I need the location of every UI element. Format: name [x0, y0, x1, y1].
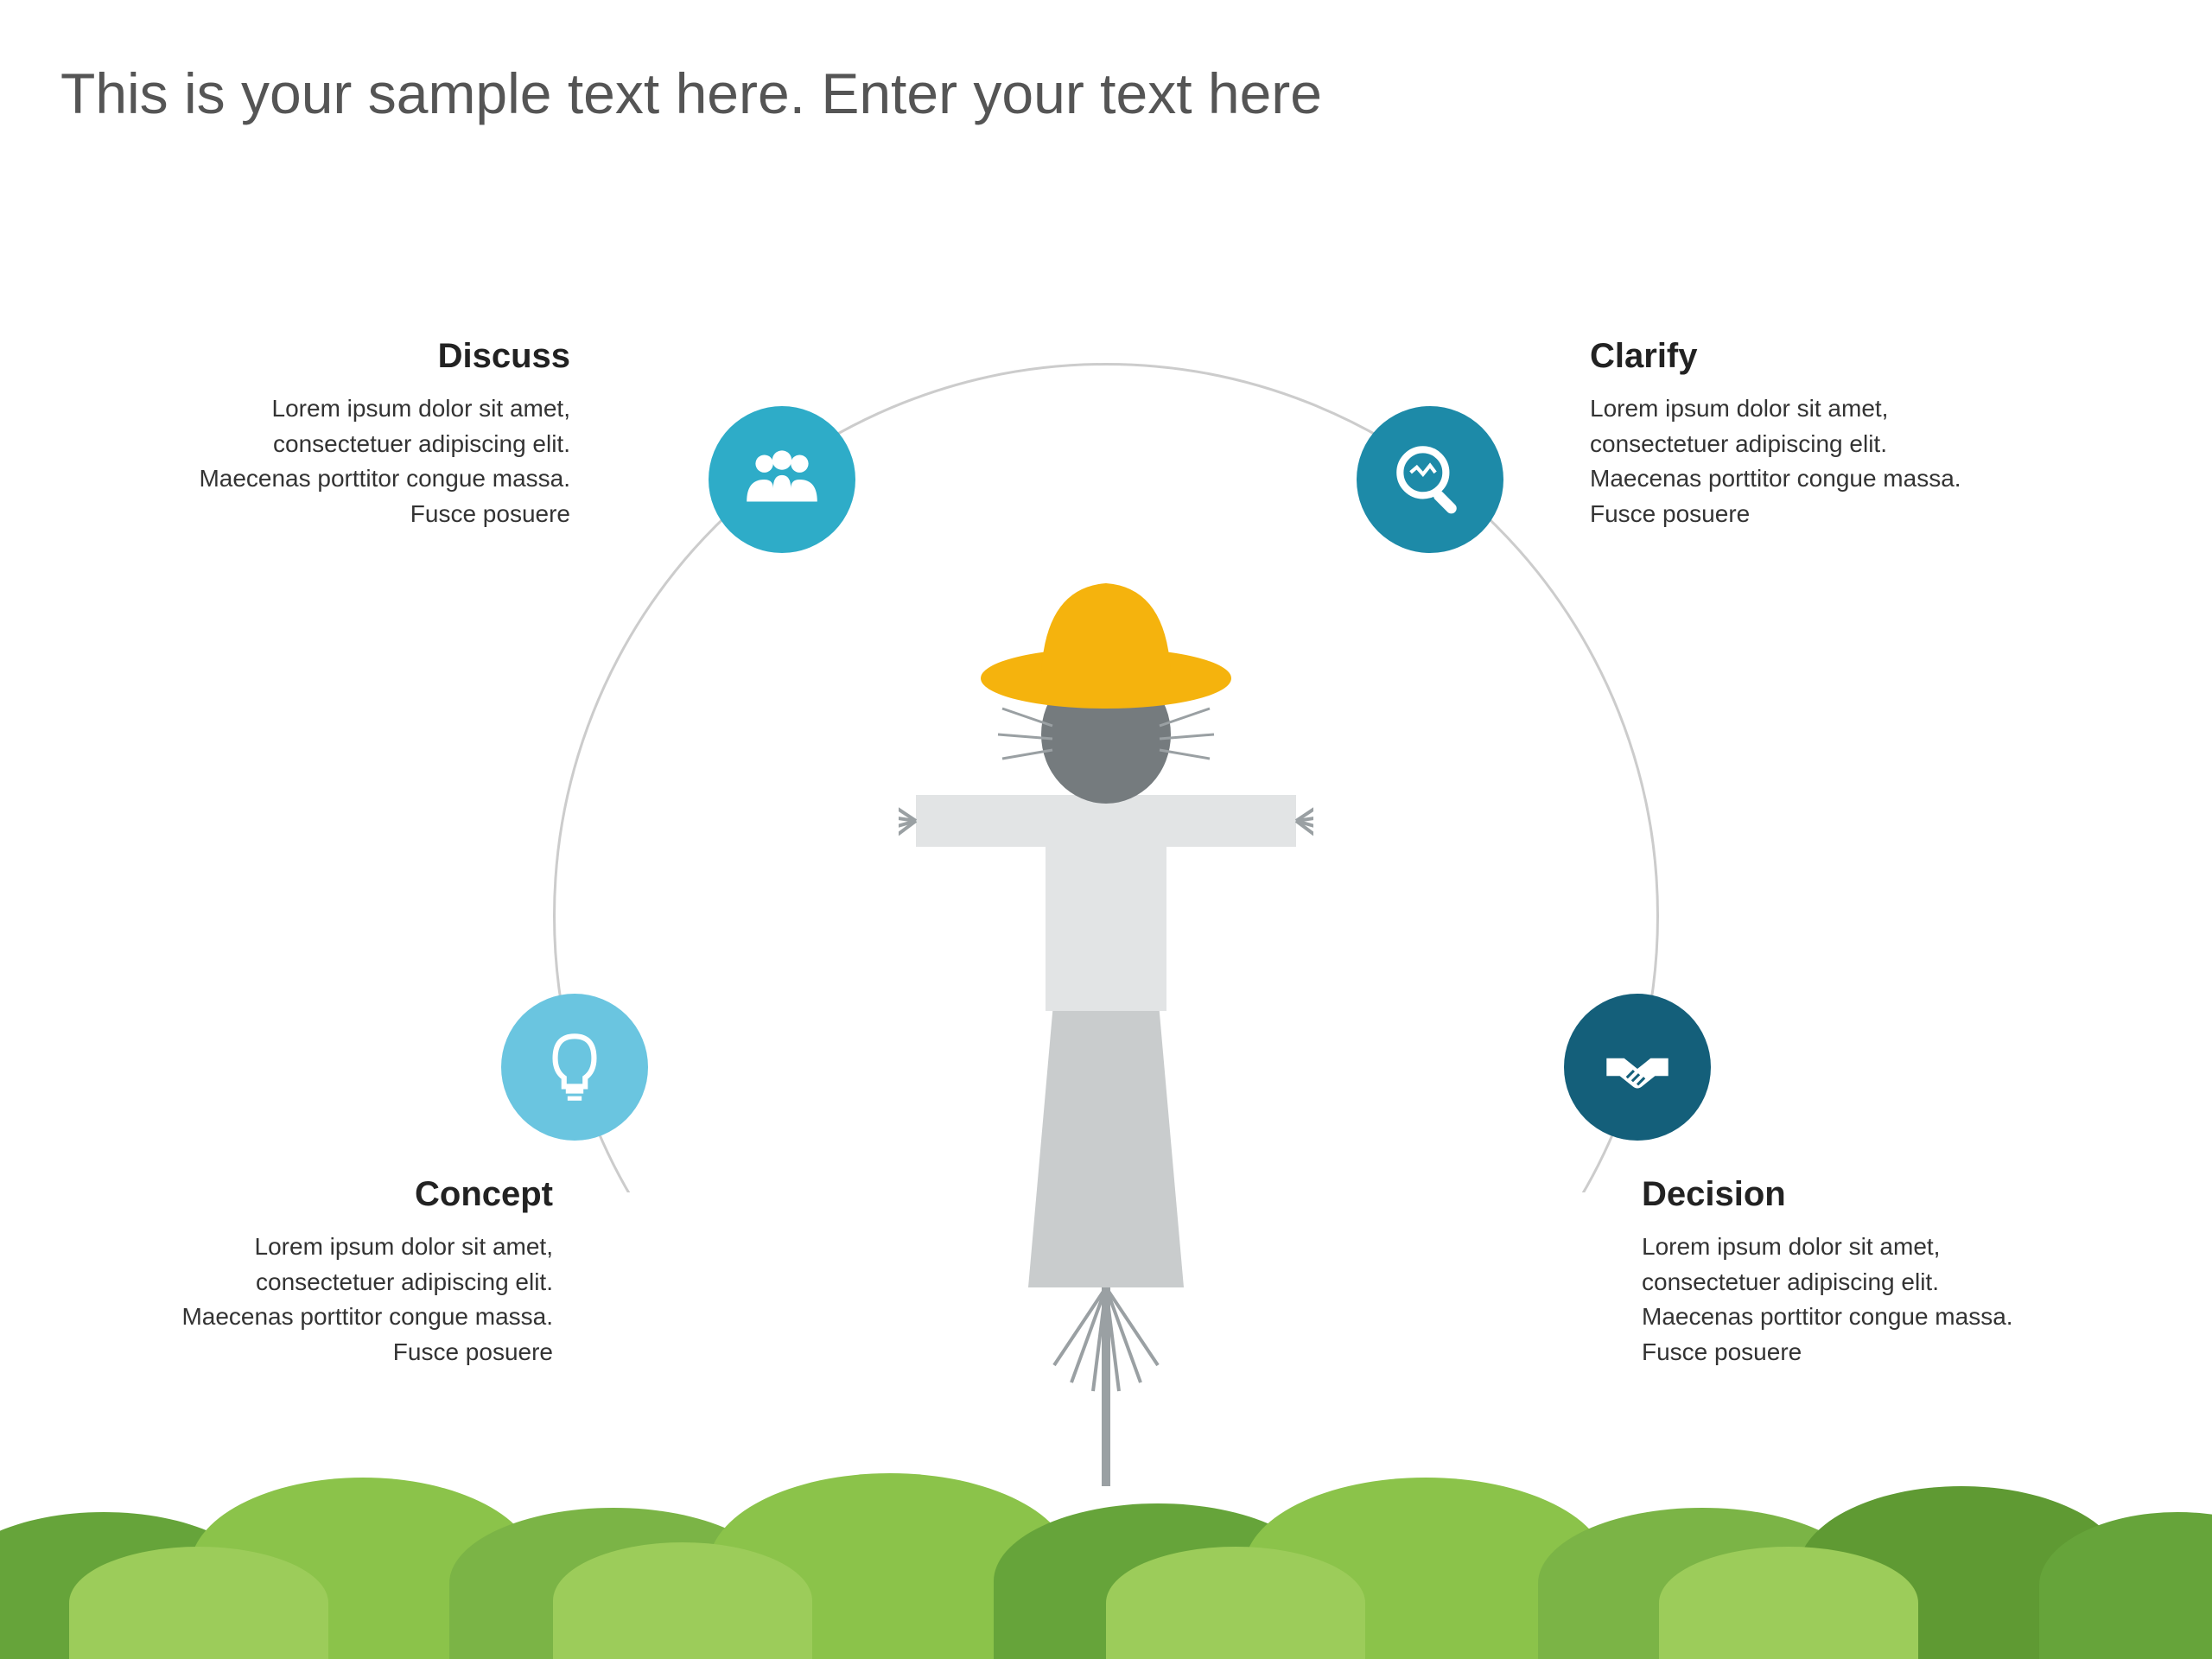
- slide-title: This is your sample text here. Enter you…: [60, 60, 1322, 126]
- scarecrow-figure: [899, 536, 1313, 1486]
- discuss-body: Lorem ipsum dolor sit amet, consectetuer…: [156, 391, 570, 531]
- magnifier-icon: [1386, 435, 1474, 524]
- concept-text: Concept Lorem ipsum dolor sit amet, cons…: [138, 1175, 553, 1370]
- lightbulb-icon: [531, 1023, 619, 1111]
- concept-icon-circle: [501, 994, 648, 1141]
- people-icon: [738, 435, 826, 524]
- clarify-icon-circle: [1357, 406, 1503, 553]
- clarify-body: Lorem ipsum dolor sit amet, consectetuer…: [1590, 391, 2005, 531]
- bushes-footer: [0, 1452, 2212, 1659]
- decision-body: Lorem ipsum dolor sit amet, consectetuer…: [1642, 1230, 2056, 1370]
- decision-icon-circle: [1564, 994, 1711, 1141]
- discuss-icon-circle: [709, 406, 855, 553]
- handshake-icon: [1593, 1023, 1681, 1111]
- concept-body: Lorem ipsum dolor sit amet, consectetuer…: [138, 1230, 553, 1370]
- discuss-text: Discuss Lorem ipsum dolor sit amet, cons…: [156, 337, 570, 531]
- clarify-text: Clarify Lorem ipsum dolor sit amet, cons…: [1590, 337, 2005, 531]
- clarify-heading: Clarify: [1590, 337, 2005, 376]
- decision-text: Decision Lorem ipsum dolor sit amet, con…: [1642, 1175, 2056, 1370]
- slide-root: { "title": "This is your sample text her…: [0, 0, 2212, 1659]
- discuss-heading: Discuss: [156, 337, 570, 376]
- decision-heading: Decision: [1642, 1175, 2056, 1214]
- concept-heading: Concept: [138, 1175, 553, 1214]
